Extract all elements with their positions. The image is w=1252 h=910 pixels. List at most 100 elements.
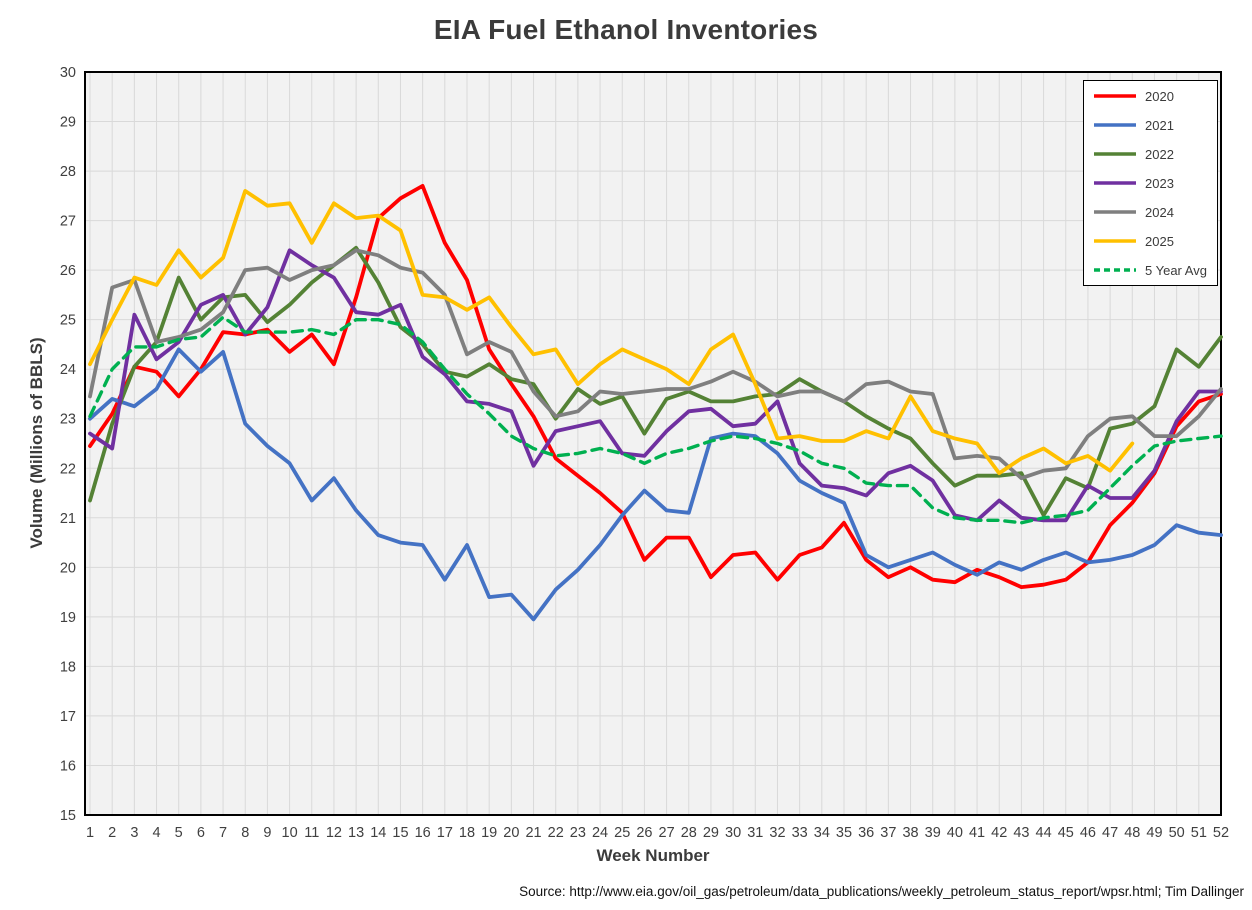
x-tick-label: 9 (263, 825, 271, 841)
legend-label: 2021 (1145, 117, 1174, 133)
x-tick-label: 10 (282, 825, 298, 841)
legend-line-sample (1094, 123, 1136, 127)
legend-item-2022: 2022 (1084, 140, 1217, 168)
x-tick-label: 46 (1080, 825, 1096, 841)
x-tick-label: 12 (326, 825, 342, 841)
x-tick-label: 35 (836, 825, 852, 841)
y-tick-label: 18 (60, 659, 76, 675)
legend-line-sample (1094, 239, 1136, 243)
x-tick-label: 3 (130, 825, 138, 841)
series-line-2021 (88, 347, 1223, 622)
y-tick-label: 30 (60, 65, 76, 81)
legend-line-sample (1094, 268, 1136, 272)
legend-line-sample (1094, 181, 1136, 185)
legend: 2020 2021 2022 2023 2024 2025 5 Year Avg (1083, 80, 1218, 286)
chart-title: EIA Fuel Ethanol Inventories (433, 14, 819, 45)
x-tick-label: 31 (747, 825, 763, 841)
x-tick-label: 2 (108, 825, 116, 841)
y-tick-label: 16 (60, 758, 76, 774)
legend-label: 2023 (1145, 175, 1174, 191)
x-tick-label: 49 (1146, 825, 1162, 841)
y-tick-label: 19 (60, 610, 76, 626)
x-tick-label: 52 (1213, 825, 1229, 841)
x-tick-label: 40 (947, 825, 963, 841)
y-tick-label: 22 (60, 461, 76, 477)
x-tick-label: 30 (725, 825, 741, 841)
x-tick-label: 17 (437, 825, 453, 841)
y-tick-label: 27 (60, 214, 76, 230)
legend-label: 5 Year Avg (1145, 262, 1207, 278)
y-tick-label: 26 (60, 263, 76, 279)
x-tick-label: 1 (86, 825, 94, 841)
y-tick-label: 20 (60, 560, 76, 576)
x-tick-label: 34 (814, 825, 830, 841)
x-tick-label: 51 (1191, 825, 1207, 841)
legend-label: 2022 (1145, 146, 1174, 162)
x-tick-label: 33 (792, 825, 808, 841)
series-line-2025 (88, 188, 1135, 476)
x-tick-label: 24 (592, 825, 608, 841)
x-tick-label: 42 (991, 825, 1007, 841)
legend-line-sample (1094, 210, 1136, 214)
x-tick-label: 6 (197, 825, 205, 841)
x-tick-label: 7 (219, 825, 227, 841)
x-tick-label: 22 (548, 825, 564, 841)
x-tick-label: 43 (1013, 825, 1029, 841)
y-tick-label: 28 (60, 164, 76, 180)
legend-item-2021: 2021 (1084, 111, 1217, 139)
x-tick-label: 25 (614, 825, 630, 841)
legend-line-sample (1094, 94, 1136, 98)
x-tick-label: 45 (1058, 825, 1074, 841)
x-tick-label: 14 (370, 825, 386, 841)
series-line-2020 (88, 183, 1223, 589)
legend-item-2020: 2020 (1084, 82, 1217, 110)
legend-item-2023: 2023 (1084, 169, 1217, 197)
x-tick-label: 36 (858, 825, 874, 841)
x-tick-label: 15 (392, 825, 408, 841)
y-tick-label: 17 (60, 709, 76, 725)
x-tick-label: 13 (348, 825, 364, 841)
x-tick-label: 50 (1169, 825, 1185, 841)
series-line-2023 (88, 248, 1223, 523)
x-tick-label: 4 (152, 825, 160, 841)
series-line-5-year-avg (88, 315, 1223, 525)
legend-item-2025: 2025 (1084, 227, 1217, 255)
x-tick-label: 48 (1124, 825, 1140, 841)
y-tick-label: 23 (60, 412, 76, 428)
x-tick-label: 8 (241, 825, 249, 841)
x-tick-label: 26 (636, 825, 652, 841)
y-tick-label: 25 (60, 313, 76, 329)
x-tick-label: 27 (659, 825, 675, 841)
legend-label: 2024 (1145, 204, 1174, 220)
x-tick-label: 47 (1102, 825, 1118, 841)
x-tick-label: 32 (769, 825, 785, 841)
x-tick-label: 28 (681, 825, 697, 841)
plot-border (84, 71, 1222, 816)
series-line-2024 (88, 248, 1223, 481)
legend-item-2024: 2024 (1084, 198, 1217, 226)
series-line-2022 (88, 245, 1223, 518)
y-tick-label: 15 (60, 808, 76, 824)
legend-item-5-year-avg: 5 Year Avg (1084, 256, 1217, 284)
x-tick-label: 41 (969, 825, 985, 841)
legend-line-sample (1094, 152, 1136, 156)
x-tick-label: 19 (481, 825, 497, 841)
x-tick-label: 39 (925, 825, 941, 841)
y-tick-label: 21 (60, 511, 76, 527)
x-tick-label: 44 (1036, 825, 1052, 841)
legend-label: 2020 (1145, 88, 1174, 104)
x-tick-label: 23 (570, 825, 586, 841)
x-tick-label: 18 (459, 825, 475, 841)
x-tick-label: 20 (503, 825, 519, 841)
x-tick-label: 29 (703, 825, 719, 841)
x-tick-label: 37 (880, 825, 896, 841)
y-tick-label: 29 (60, 115, 76, 131)
legend-label: 2025 (1145, 233, 1174, 249)
x-tick-label: 11 (304, 825, 319, 841)
x-tick-label: 21 (525, 825, 541, 841)
x-tick-label: 5 (175, 825, 183, 841)
y-tick-label: 24 (60, 362, 76, 378)
x-tick-label: 16 (415, 825, 431, 841)
source-note: Source: http://www.eia.gov/oil_gas/petro… (519, 884, 1244, 899)
